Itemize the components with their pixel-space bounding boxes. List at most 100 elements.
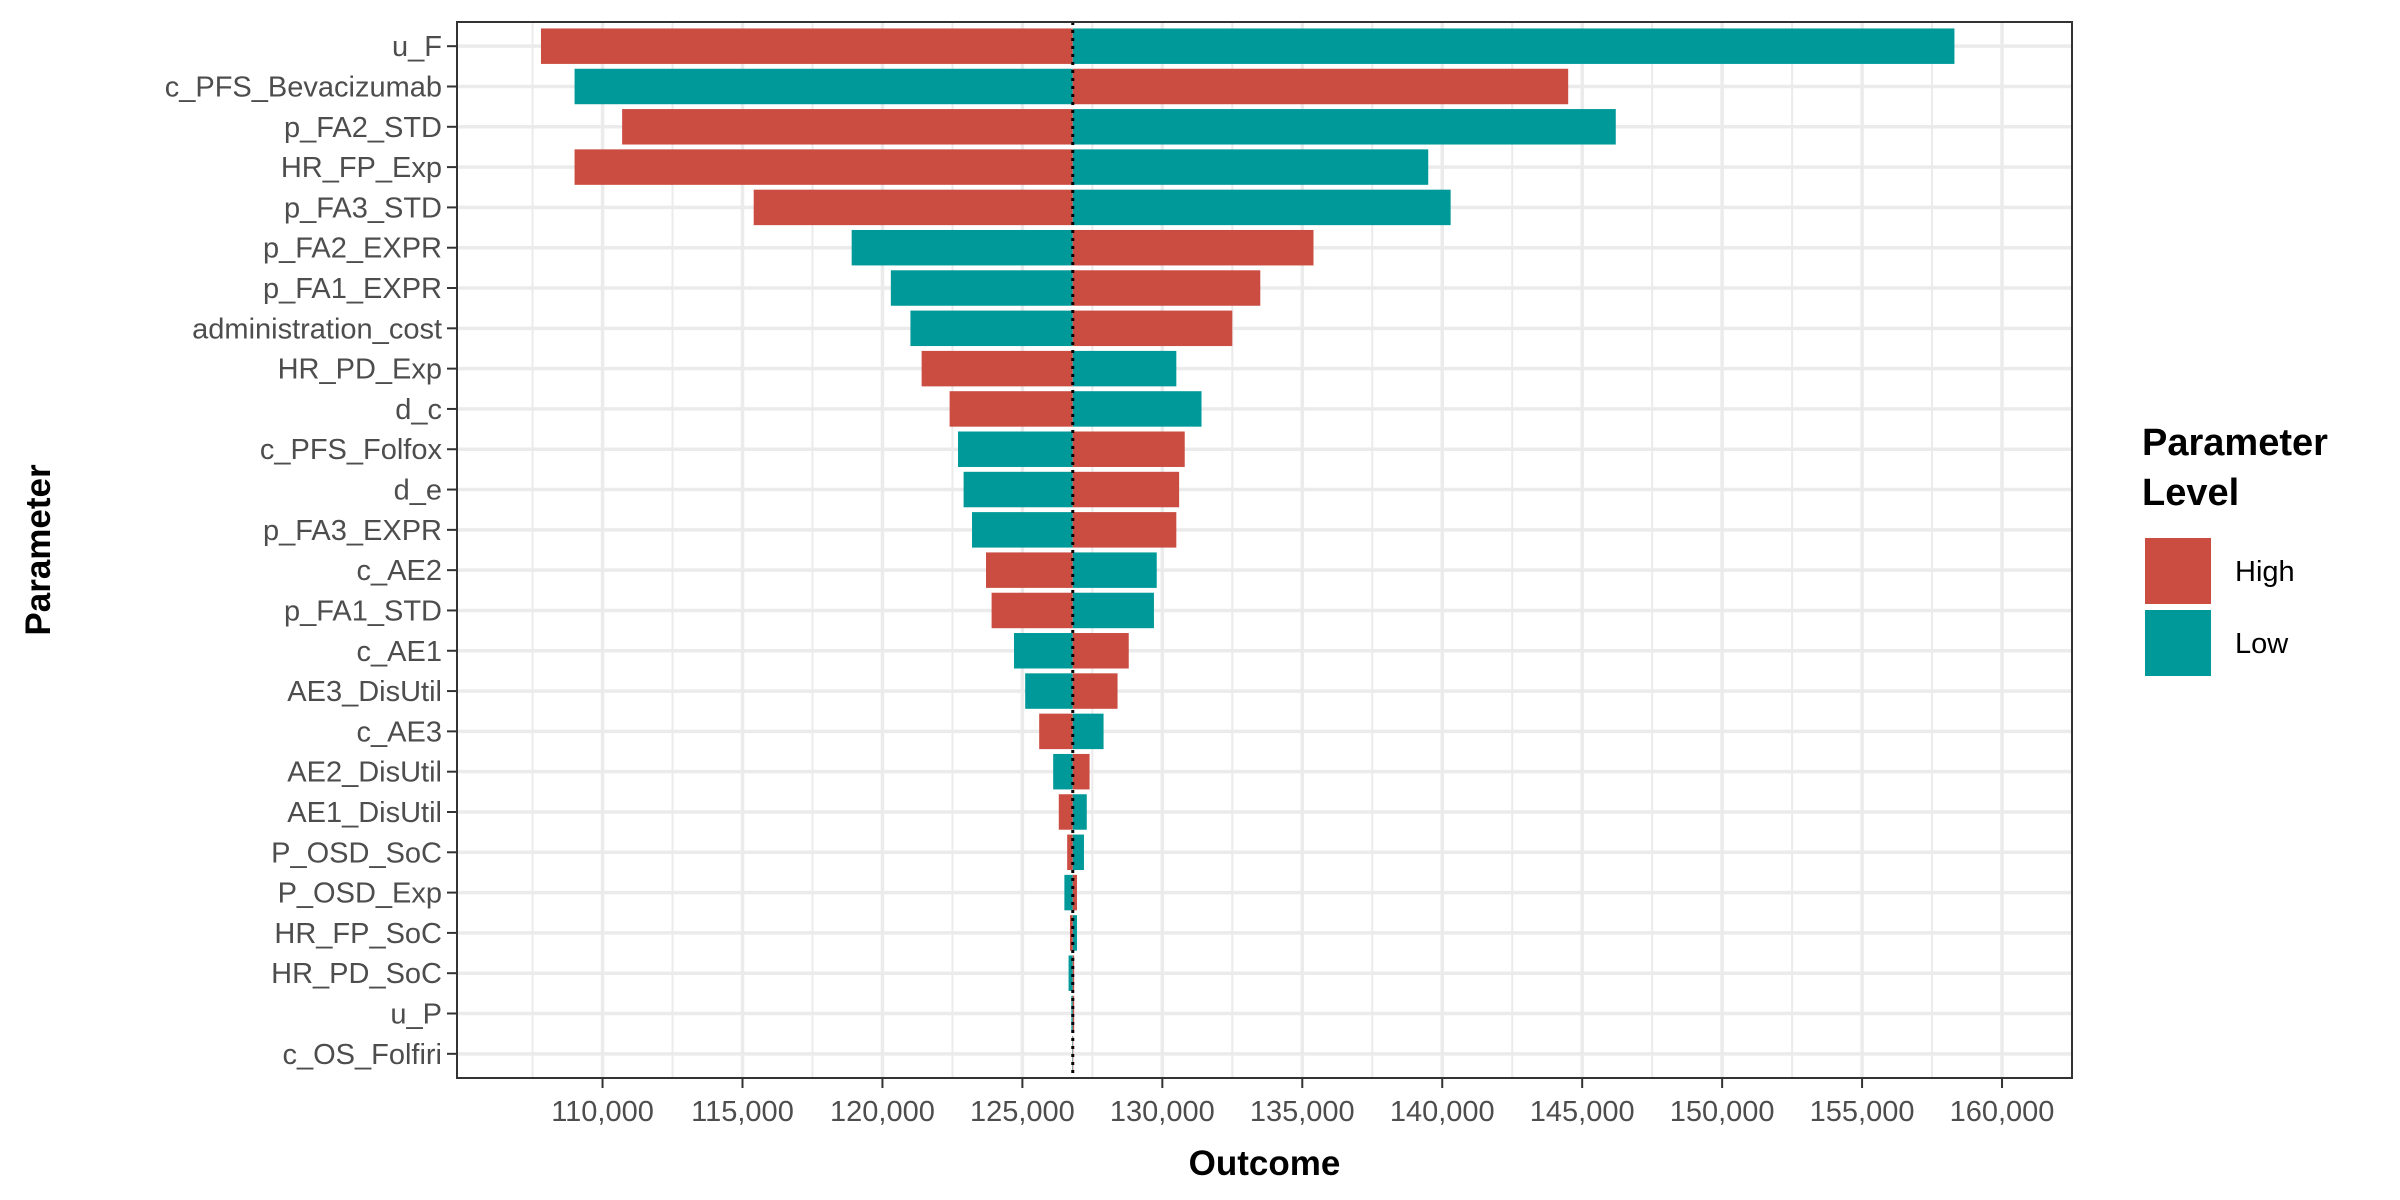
y-tick-label: d_c xyxy=(395,394,442,426)
y-tick-label: AE3_DisUtil xyxy=(287,676,442,708)
y-tick-label: u_F xyxy=(392,31,442,63)
bar-p_FA1_STD-left xyxy=(991,592,1073,629)
y-tick-label: AE2_DisUtil xyxy=(287,757,442,789)
bars xyxy=(540,28,1955,1072)
x-tick-label: 115,000 xyxy=(691,1096,794,1128)
bar-c_PFS_Folfox-left xyxy=(958,431,1073,467)
y-tick-label: administration_cost xyxy=(192,313,442,345)
y-tick-label: c_PFS_Folfox xyxy=(260,434,443,466)
x-tick-label: 145,000 xyxy=(1530,1096,1635,1128)
y-tick-label: c_AE1 xyxy=(357,636,442,668)
bar-AE3_DisUtil-right xyxy=(1072,673,1118,709)
bar-P_OSD_Exp-right xyxy=(1072,874,1077,911)
bar-u_P-right xyxy=(1072,995,1075,1032)
bar-c_PFS_Folfox-right xyxy=(1072,431,1185,467)
y-tick-label: p_FA2_STD xyxy=(284,112,442,144)
bar-p_FA3_STD-left xyxy=(753,189,1073,226)
legend-label-high: High xyxy=(2235,556,2295,588)
bar-administration_cost-right xyxy=(1072,310,1233,347)
y-tick-label: d_e xyxy=(394,475,442,507)
bar-p_FA3_EXPR-right xyxy=(1072,512,1177,548)
bar-u_F-right xyxy=(1072,28,1955,64)
bar-P_OSD_Exp-left xyxy=(1064,874,1073,911)
x-tick-label: 130,000 xyxy=(1110,1096,1215,1128)
legend: Parameter Level High Low xyxy=(2142,422,2328,676)
y-tick-label: c_AE2 xyxy=(357,555,442,587)
bar-c_PFS_Bevacizumab-right xyxy=(1072,68,1569,105)
y-tick-label: P_OSD_Exp xyxy=(278,878,442,910)
y-tick-label: p_FA3_STD xyxy=(284,192,442,224)
bar-HR_PD_SoC-left xyxy=(1068,955,1073,991)
bar-p_FA3_STD-right xyxy=(1072,189,1451,226)
bar-p_FA2_STD-right xyxy=(1072,109,1616,145)
bar-p_FA2_STD-left xyxy=(622,109,1073,145)
x-tick-label: 140,000 xyxy=(1390,1096,1495,1128)
x-tick-label: 150,000 xyxy=(1670,1096,1775,1128)
bar-administration_cost-left xyxy=(910,310,1073,347)
y-tick-label: c_PFS_Bevacizumab xyxy=(165,71,442,103)
bar-HR_FP_SoC-left xyxy=(1069,915,1073,951)
plot-panel-border xyxy=(456,21,2073,1079)
y-tick-label: p_FA2_EXPR xyxy=(263,233,442,265)
y-tick-label: HR_FP_SoC xyxy=(274,918,442,950)
bar-HR_PD_Exp-right xyxy=(1072,350,1177,387)
bar-u_F-left xyxy=(540,28,1073,64)
bar-p_FA3_EXPR-left xyxy=(972,512,1073,548)
y-tick-label: c_OS_Folfiri xyxy=(282,1039,442,1071)
bar-AE3_DisUtil-left xyxy=(1025,673,1073,709)
y-tick-label: HR_PD_SoC xyxy=(271,958,442,990)
bar-d_e-left xyxy=(963,471,1073,508)
x-axis-title: Outcome xyxy=(1189,1144,1341,1183)
bar-c_OS_Folfiri-left xyxy=(1072,1036,1073,1072)
bar-P_OSD_SoC-left xyxy=(1067,834,1073,871)
legend-label-low: Low xyxy=(2235,628,2289,660)
x-tick-label: 155,000 xyxy=(1810,1096,1915,1128)
bar-p_FA2_EXPR-left xyxy=(851,229,1073,266)
legend-key-high xyxy=(2145,538,2211,604)
x-tick-label: 160,000 xyxy=(1950,1096,2055,1128)
bar-p_FA1_EXPR-left xyxy=(890,270,1073,306)
x-tick-label: 135,000 xyxy=(1250,1096,1355,1128)
bar-AE2_DisUtil-left xyxy=(1053,753,1073,790)
legend-title: Level xyxy=(2142,472,2239,514)
bar-HR_PD_SoC-right xyxy=(1072,955,1075,991)
legend-key-low xyxy=(2145,610,2211,676)
bar-c_AE2-right xyxy=(1072,552,1157,588)
x-tick-label: 120,000 xyxy=(830,1096,935,1128)
bar-HR_PD_Exp-left xyxy=(921,350,1073,387)
y-tick-label: p_FA3_EXPR xyxy=(263,515,442,547)
bar-d_c-right xyxy=(1072,391,1202,427)
y-tick-label: AE1_DisUtil xyxy=(287,797,442,829)
y-tick-label: HR_PD_Exp xyxy=(278,354,442,386)
y-tick-label: u_P xyxy=(390,999,442,1031)
bar-c_AE3-left xyxy=(1039,713,1073,750)
x-axis: 110,000 115,000 120,000 125,000 130,000 135,0… xyxy=(551,1078,2054,1128)
y-tick-label: P_OSD_SoC xyxy=(271,837,442,869)
bar-AE1_DisUtil-right xyxy=(1072,794,1087,830)
bar-AE1_DisUtil-left xyxy=(1058,794,1073,830)
bar-u_P-left xyxy=(1071,995,1073,1032)
bar-c_PFS_Bevacizumab-left xyxy=(574,68,1073,105)
x-tick-label: 125,000 xyxy=(970,1096,1075,1128)
bar-HR_FP_Exp-left xyxy=(574,149,1073,185)
legend-title: Parameter xyxy=(2142,422,2328,464)
bar-d_c-left xyxy=(949,391,1073,427)
bar-HR_FP_Exp-right xyxy=(1072,149,1429,185)
bar-AE2_DisUtil-right xyxy=(1072,753,1090,790)
bar-p_FA2_EXPR-right xyxy=(1072,229,1314,266)
y-tick-label: p_FA1_EXPR xyxy=(263,273,442,305)
y-axis-title: Parameter xyxy=(19,464,58,636)
bar-c_OS_Folfiri-right xyxy=(1072,1036,1074,1072)
bar-p_FA1_EXPR-right xyxy=(1072,270,1261,306)
bar-c_AE1-right xyxy=(1072,633,1129,669)
bar-HR_FP_SoC-right xyxy=(1072,915,1077,951)
bar-P_OSD_SoC-right xyxy=(1072,834,1084,871)
bar-p_FA1_STD-right xyxy=(1072,592,1154,629)
bar-d_e-right xyxy=(1072,471,1180,508)
y-axis: u_F c_PFS_Bevacizumab p_FA2_STD HR_FP_Exp p_… xyxy=(165,31,457,1071)
y-tick-label: p_FA1_STD xyxy=(284,595,442,627)
x-tick-label: 110,000 xyxy=(551,1096,654,1128)
y-tick-label: HR_FP_Exp xyxy=(281,152,442,184)
bar-c_AE2-left xyxy=(986,552,1073,588)
